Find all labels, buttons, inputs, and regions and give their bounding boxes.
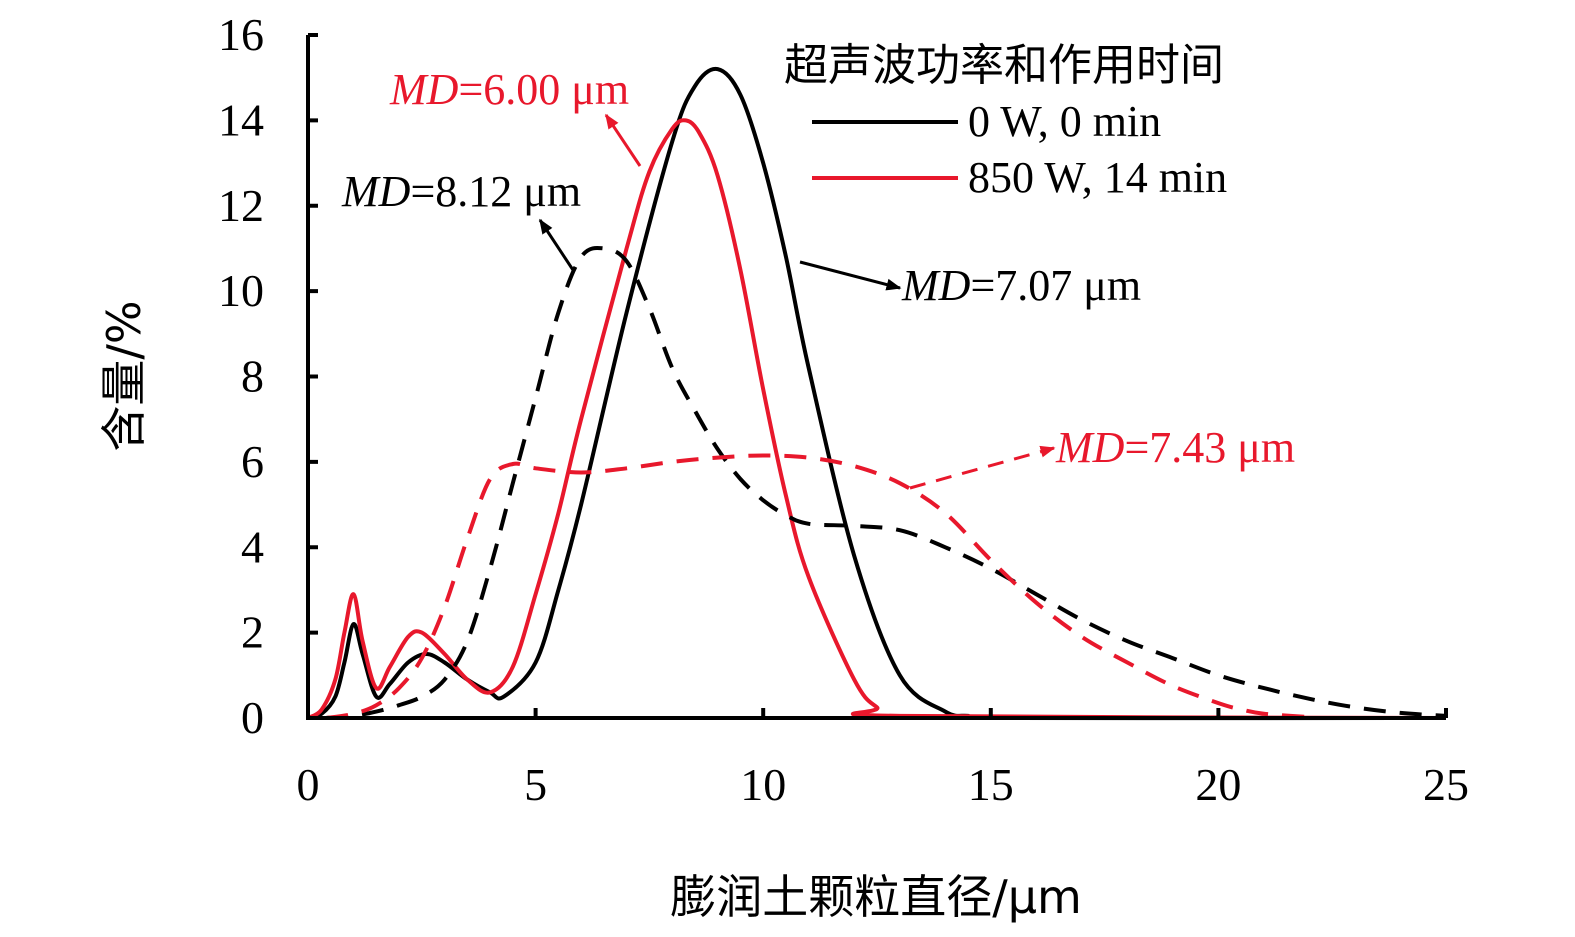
series-line-1 (306, 118, 1447, 720)
annotation-md-red-dashed: MD=7.43 μm (1055, 423, 1295, 472)
annotation-md-red-solid: MD=6.00 μm (389, 65, 629, 114)
series-line-0 (307, 66, 1447, 721)
y-axis-title: 含量/% (97, 300, 151, 451)
y-tick-label: 16 (218, 9, 264, 60)
annotation-md-black-solid: MD=7.07 μm (901, 261, 1141, 310)
x-tick-label: 10 (740, 759, 786, 810)
annotation-arrow-red-solid (604, 113, 642, 167)
legend-label-black: 0 W, 0 min (968, 97, 1161, 146)
series-line-2 (326, 245, 1447, 720)
x-axis-title: 膨润土颗粒直径/μm (670, 870, 1082, 924)
x-tick-label: 0 (297, 759, 320, 810)
annotation-arrow-black-dashed (538, 218, 575, 271)
x-tick-label: 20 (1195, 759, 1241, 810)
legend-title: 超声波功率和作用时间 (784, 40, 1224, 91)
y-tick-label: 10 (218, 265, 264, 316)
y-tick-label: 12 (218, 180, 264, 231)
annotation-arrow-black-solid (799, 260, 902, 291)
x-tick-label: 5 (524, 759, 547, 810)
annotation-arrow-red-dashed (909, 445, 1056, 490)
tick-layer: 0 5 10 15 20 25 0 2 4 6 8 10 12 14 16 (218, 9, 1469, 810)
series-line-3 (325, 453, 1310, 720)
x-tick-label: 15 (968, 759, 1014, 810)
y-tick-label: 2 (241, 607, 264, 658)
series-layer (306, 66, 1447, 721)
y-tick-label: 8 (241, 351, 264, 402)
legend-label-red: 850 W, 14 min (968, 153, 1227, 202)
y-tick-label: 4 (241, 521, 264, 572)
y-tick-label: 14 (218, 94, 264, 145)
y-tick-label: 0 (241, 692, 264, 743)
y-tick-label: 6 (241, 436, 264, 487)
annotation-md-black-dashed: MD=8.12 μm (341, 167, 581, 216)
legend: 超声波功率和作用时间 0 W, 0 min 850 W, 14 min (784, 40, 1227, 202)
x-tick-label: 25 (1423, 759, 1469, 810)
